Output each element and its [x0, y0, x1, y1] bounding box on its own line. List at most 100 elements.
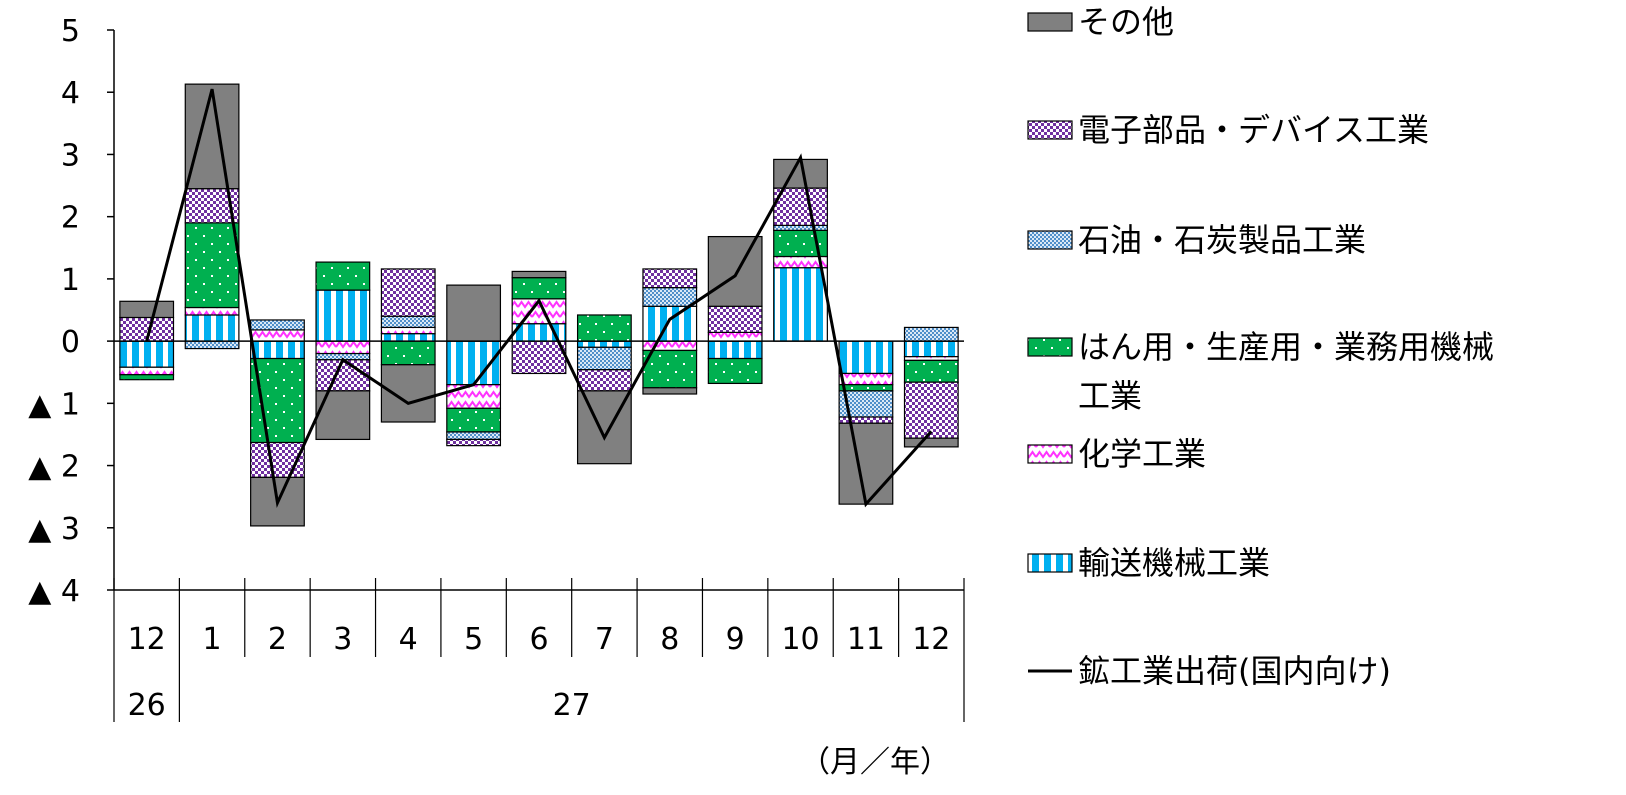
bar-other-8	[642, 387, 698, 395]
bar-transport-11	[838, 340, 894, 375]
x-tick-label: 6	[529, 622, 548, 657]
line-series-shipments	[145, 88, 933, 509]
bar-machinery-4	[380, 340, 436, 366]
bar-machinery-9	[707, 357, 763, 385]
legend-label-other: その他	[1078, 3, 1174, 41]
x-tick-label: 9	[726, 622, 745, 657]
year-label: 26	[128, 688, 166, 723]
bar-petroleum-7	[576, 346, 632, 371]
x-tick-label: 8	[660, 622, 679, 657]
legend: その他電子部品・デバイス工業石油・石炭製品工業はん用・生産用・業務用機械工業化学…	[1027, 3, 1494, 690]
x-unit-label: （月／年）	[800, 745, 950, 780]
plot-area	[119, 83, 959, 527]
bar-machinery-11	[838, 384, 894, 392]
x-tick-label: 7	[595, 622, 614, 657]
bar-chemical-11	[838, 372, 894, 386]
bar-other-12	[903, 437, 959, 448]
legend-swatch-electronic	[1027, 120, 1073, 140]
bar-chemical-0	[119, 366, 175, 376]
x-tick-label: 4	[399, 622, 418, 657]
x-tick-label: 1	[203, 622, 222, 657]
bar-chemical-9	[707, 331, 763, 342]
bar-chemical-3	[315, 340, 371, 355]
bar-electronic-8	[642, 268, 698, 289]
x-tick-label: 3	[333, 622, 352, 657]
bar-other-5	[446, 284, 502, 342]
y-tick-label: ▲ 4	[28, 574, 80, 609]
bar-chemical-5	[446, 384, 502, 409]
x-tick-label: 11	[847, 622, 885, 657]
x-tick-label: 5	[464, 622, 483, 657]
legend-label-chemical: 化学工業	[1078, 435, 1206, 473]
bar-machinery-12	[903, 359, 959, 383]
x-tick-label: 12	[912, 622, 950, 657]
bar-machinery-5	[446, 407, 502, 433]
bar-chemical-8	[642, 340, 698, 352]
bar-electronic-6	[511, 340, 567, 375]
y-tick-label: ▲ 1	[28, 387, 80, 422]
legend-label-machinery: はん用・生産用・業務用機械	[1078, 328, 1494, 366]
bar-electronic-3	[315, 359, 371, 392]
bar-transport-3	[315, 289, 371, 342]
bar-transport-8	[642, 305, 698, 342]
legend-label-electronic: 電子部品・デバイス工業	[1078, 111, 1429, 149]
bar-petroleum-12	[903, 326, 959, 342]
y-tick-label: 3	[61, 138, 80, 173]
y-tick-label: 2	[61, 201, 80, 236]
bar-petroleum-8	[642, 287, 698, 307]
bar-electronic-11	[838, 416, 894, 424]
bar-other-0	[119, 300, 175, 319]
bar-petroleum-4	[380, 315, 436, 329]
x-tick-label: 2	[268, 622, 287, 657]
bar-other-6	[511, 270, 567, 279]
bar-transport-4	[380, 333, 436, 342]
bar-other-1	[184, 83, 240, 190]
bar-transport-0	[119, 340, 175, 368]
bar-electronic-9	[707, 305, 763, 333]
bar-machinery-7	[576, 314, 632, 342]
bar-chemical-1	[184, 306, 240, 316]
bar-machinery-2	[250, 357, 305, 444]
legend-label-transport: 輸送機械工業	[1078, 544, 1270, 582]
y-tick-label: ▲ 3	[28, 512, 80, 547]
bar-electronic-7	[576, 369, 632, 392]
bar-other-9	[707, 235, 763, 307]
bar-machinery-6	[511, 277, 567, 300]
bar-machinery-1	[184, 222, 240, 309]
legend-label-line: 鉱工業出荷(国内向け)	[1078, 652, 1391, 690]
year-label: 27	[553, 688, 591, 723]
bar-transport-10	[773, 267, 828, 342]
bar-petroleum-5	[446, 431, 502, 441]
y-tick-label: 5	[61, 14, 80, 49]
bar-electronic-2	[250, 441, 305, 478]
bar-other-4	[380, 364, 436, 423]
bar-petroleum-1	[184, 340, 240, 350]
bar-petroleum-2	[250, 319, 305, 331]
y-tick-label: 4	[61, 76, 80, 111]
bar-electronic-12	[903, 381, 959, 439]
bar-transport-1	[184, 314, 240, 342]
legend-swatch-machinery	[1027, 337, 1073, 357]
bar-machinery-3	[315, 261, 371, 291]
x-tick-label: 12	[128, 622, 166, 657]
legend-label-machinery-line2: 工業	[1078, 377, 1142, 415]
x-tick-label: 10	[781, 622, 819, 657]
legend-swatch-transport	[1027, 553, 1073, 573]
bar-electronic-4	[380, 268, 436, 317]
y-tick-label: ▲ 2	[28, 450, 80, 485]
bar-transport-2	[250, 340, 305, 360]
bar-chemical-2	[250, 329, 305, 342]
y-tick-label: 1	[61, 263, 80, 298]
legend-swatch-other	[1027, 12, 1073, 32]
bar-transport-9	[707, 340, 763, 360]
legend-label-petroleum: 石油・石炭製品工業	[1078, 221, 1366, 259]
bar-transport-7	[576, 340, 632, 348]
bar-chemical-4	[380, 326, 436, 335]
bar-petroleum-10	[773, 224, 828, 231]
y-tick-label: 0	[61, 325, 80, 360]
bar-electronic-5	[446, 438, 502, 447]
bar-transport-12	[903, 340, 959, 358]
legend-swatch-petroleum	[1027, 230, 1073, 250]
